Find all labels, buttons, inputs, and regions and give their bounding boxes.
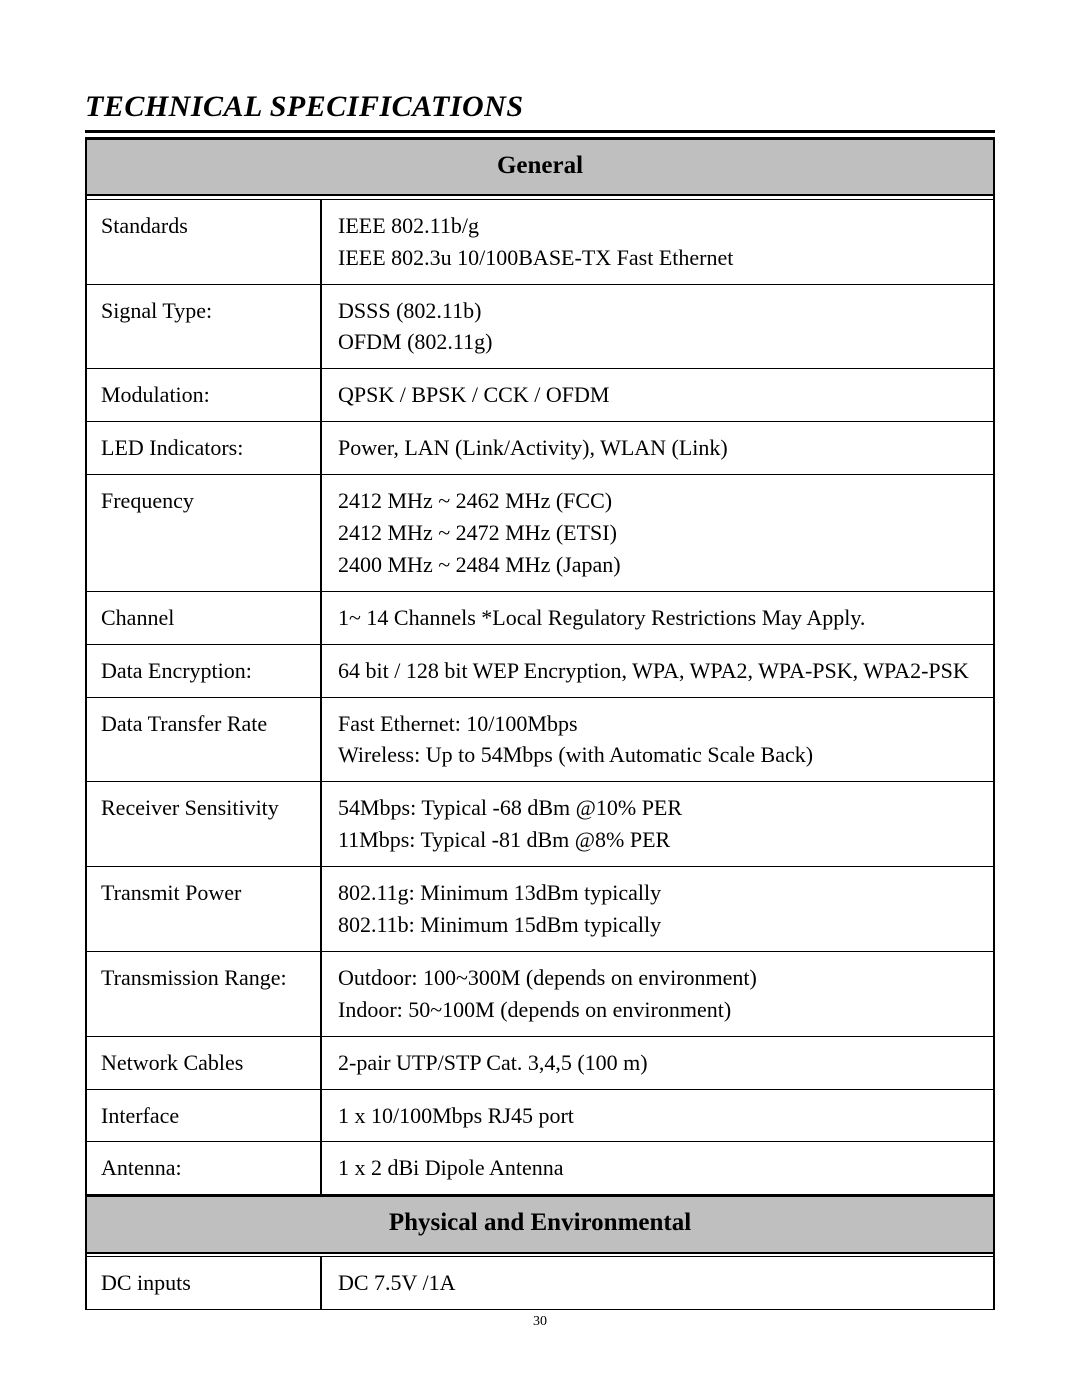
page-number: 30 [85,1314,995,1330]
spec-value: 64 bit / 128 bit WEP Encryption, WPA, WP… [321,644,994,697]
page-container: TECHNICAL SPECIFICATIONS GeneralStandard… [0,0,1080,1370]
spec-label: Signal Type: [86,284,321,369]
spec-value-line: QPSK / BPSK / CCK / OFDM [338,379,979,411]
spec-value-line: 54Mbps: Typical -68 dBm @10% PER [338,792,979,824]
spec-value-line: Wireless: Up to 54Mbps (with Automatic S… [338,739,979,771]
spec-value: 2412 MHz ~ 2462 MHz (FCC)2412 MHz ~ 2472… [321,475,994,592]
spec-value-line: DC 7.5V /1A [338,1267,979,1299]
table-row: DC inputs DC 7.5V /1A [86,1257,994,1310]
spec-value-line: 1~ 14 Channels *Local Regulatory Restric… [338,602,979,634]
spec-value-line: 11Mbps: Typical -81 dBm @8% PER [338,824,979,856]
spec-value: Fast Ethernet: 10/100MbpsWireless: Up to… [321,697,994,782]
section-header-row: Physical and Environmental [86,1196,994,1253]
spec-label: Data Transfer Rate [86,697,321,782]
table-row: StandardsIEEE 802.11b/gIEEE 802.3u 10/10… [86,199,994,284]
table-row: Frequency2412 MHz ~ 2462 MHz (FCC)2412 M… [86,475,994,592]
spec-value-line: 2-pair UTP/STP Cat. 3,4,5 (100 m) [338,1047,979,1079]
table-row: Modulation: QPSK / BPSK / CCK / OFDM [86,369,994,422]
spec-value-line: 1 x 10/100Mbps RJ45 port [338,1100,979,1132]
spec-value-line: Outdoor: 100~300M (depends on environmen… [338,962,979,994]
table-row: Transmit Power802.11g: Minimum 13dBm typ… [86,867,994,952]
spec-label: Transmission Range: [86,951,321,1036]
table-row: Antenna: 1 x 2 dBi Dipole Antenna [86,1142,994,1196]
table-row: Data Transfer RateFast Ethernet: 10/100M… [86,697,994,782]
spec-value-line: DSSS (802.11b) [338,295,979,327]
spec-label: Antenna: [86,1142,321,1196]
spec-value-line: IEEE 802.3u 10/100BASE-TX Fast Ethernet [338,242,979,274]
spec-label: LED Indicators: [86,422,321,475]
table-row: Receiver Sensitivity54Mbps: Typical -68 … [86,782,994,867]
spec-label: DC inputs [86,1257,321,1310]
table-row: Channel 1~ 14 Channels *Local Regulatory … [86,591,994,644]
spec-value-line: Fast Ethernet: 10/100Mbps [338,708,979,740]
spec-table: GeneralStandardsIEEE 802.11b/gIEEE 802.3… [85,137,995,1310]
spec-value: 1~ 14 Channels *Local Regulatory Restric… [321,591,994,644]
spec-value: DSSS (802.11b)OFDM (802.11g) [321,284,994,369]
table-row: Transmission Range: Outdoor: 100~300M (de… [86,951,994,1036]
spec-value-line: 802.11b: Minimum 15dBm typically [338,909,979,941]
spec-value: DC 7.5V /1A [321,1257,994,1310]
spec-value: 2-pair UTP/STP Cat. 3,4,5 (100 m) [321,1036,994,1089]
table-row: Interface 1 x 10/100Mbps RJ45 port [86,1089,994,1142]
spec-value: Outdoor: 100~300M (depends on environmen… [321,951,994,1036]
spec-value-line: 2412 MHz ~ 2472 MHz (ETSI) [338,517,979,549]
title-rule [85,130,995,133]
spec-label: Transmit Power [86,867,321,952]
spec-value-line: Indoor: 50~100M (depends on environment) [338,994,979,1026]
spec-value-line: 2412 MHz ~ 2462 MHz (FCC) [338,485,979,517]
table-row: Data Encryption: 64 bit / 128 bit WEP Enc… [86,644,994,697]
spec-table-body: GeneralStandardsIEEE 802.11b/gIEEE 802.3… [86,139,994,1310]
spec-value-line: 1 x 2 dBi Dipole Antenna [338,1152,979,1184]
spec-value: Power, LAN (Link/Activity), WLAN (Link) [321,422,994,475]
spec-label: Receiver Sensitivity [86,782,321,867]
page-title: TECHNICAL SPECIFICATIONS [85,90,995,124]
spec-value: 1 x 10/100Mbps RJ45 port [321,1089,994,1142]
spec-value: QPSK / BPSK / CCK / OFDM [321,369,994,422]
spec-value: 802.11g: Minimum 13dBm typically802.11b:… [321,867,994,952]
table-row: Network Cables 2-pair UTP/STP Cat. 3,4,5 … [86,1036,994,1089]
table-row: LED Indicators: Power, LAN (Link/Activity… [86,422,994,475]
spec-value: 54Mbps: Typical -68 dBm @10% PER11Mbps: … [321,782,994,867]
spec-value-line: Power, LAN (Link/Activity), WLAN (Link) [338,432,979,464]
spec-value-line: 802.11g: Minimum 13dBm typically [338,877,979,909]
spec-label: Interface [86,1089,321,1142]
spec-value-line: 2400 MHz ~ 2484 MHz (Japan) [338,549,979,581]
section-header: General [86,139,994,196]
spec-label: Modulation: [86,369,321,422]
section-header: Physical and Environmental [86,1196,994,1253]
spec-value-line: 64 bit / 128 bit WEP Encryption, WPA, WP… [338,655,979,687]
spec-label: Data Encryption: [86,644,321,697]
spec-value: IEEE 802.11b/gIEEE 802.3u 10/100BASE-TX … [321,199,994,284]
spec-value: 1 x 2 dBi Dipole Antenna [321,1142,994,1196]
spec-label: Frequency [86,475,321,592]
section-header-row: General [86,139,994,196]
spec-value-line: OFDM (802.11g) [338,326,979,358]
table-row: Signal Type:DSSS (802.11b)OFDM (802.11g) [86,284,994,369]
spec-value-line: IEEE 802.11b/g [338,210,979,242]
spec-label: Standards [86,199,321,284]
spec-label: Network Cables [86,1036,321,1089]
spec-label: Channel [86,591,321,644]
